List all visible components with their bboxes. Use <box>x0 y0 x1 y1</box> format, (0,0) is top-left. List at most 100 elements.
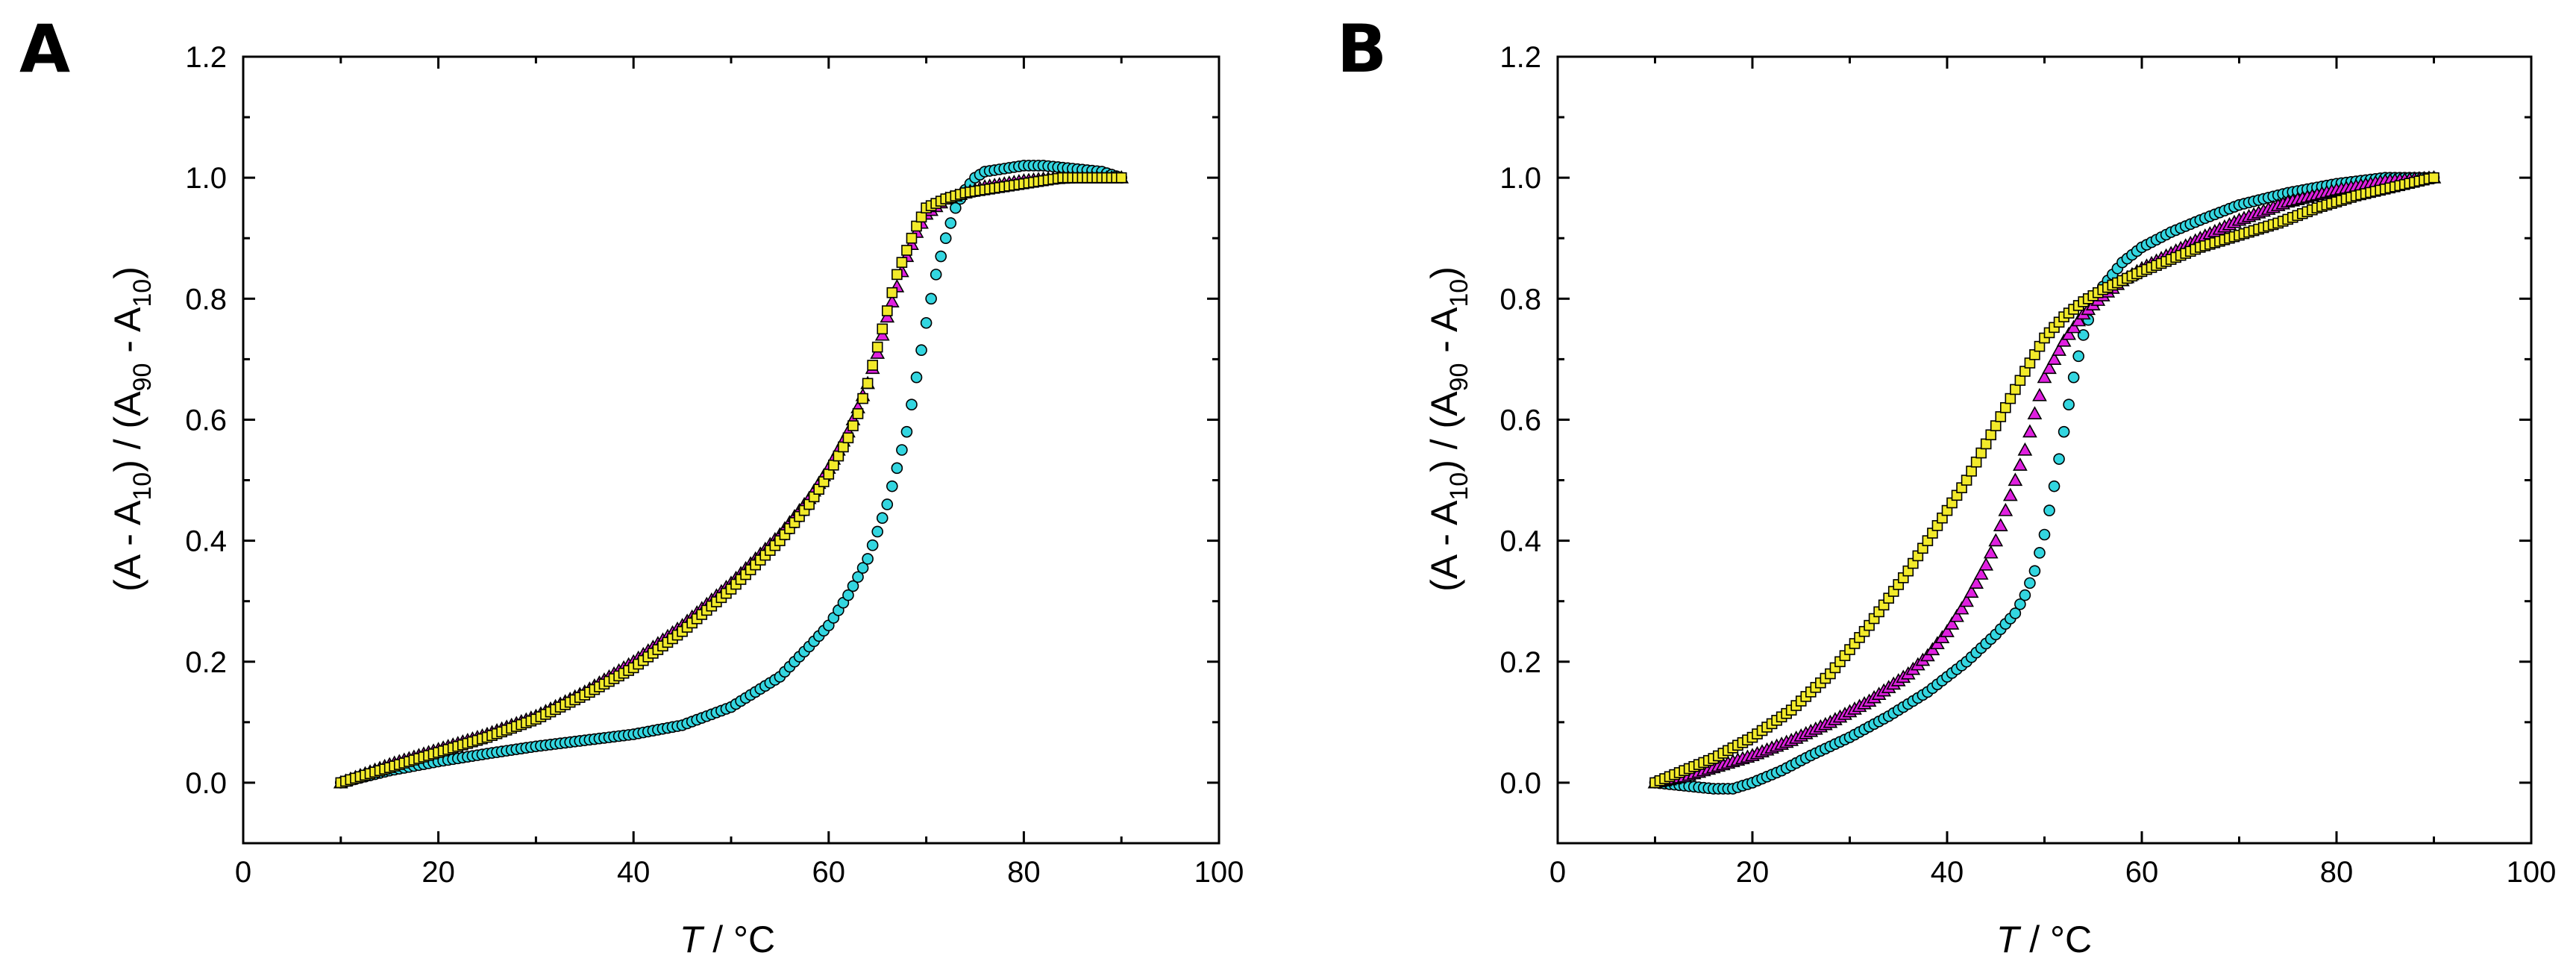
data-point <box>2066 319 2081 334</box>
data-point <box>2034 547 2046 559</box>
data-point <box>886 287 898 298</box>
data-point <box>1115 172 1127 184</box>
x-tick-label: 60 <box>2125 856 2159 889</box>
data-point <box>2067 371 2080 384</box>
data-point <box>881 498 894 510</box>
x-tick-label: 40 <box>617 856 651 889</box>
y-axis-label-a: (A - A10) / (A90 - A10) <box>107 266 157 592</box>
y-tick-label: 0.4 <box>1499 525 1541 558</box>
data-point <box>2043 504 2055 516</box>
data-point <box>862 378 874 390</box>
data-point <box>877 323 889 335</box>
data-point <box>920 316 933 329</box>
data-point <box>867 360 878 371</box>
data-point <box>2005 392 2016 404</box>
data-point <box>1949 608 1964 622</box>
data-point <box>823 469 835 480</box>
panel-letter-a: A <box>19 10 70 87</box>
data-point <box>2053 453 2065 465</box>
data-point <box>886 480 898 492</box>
data-point <box>1966 466 1977 477</box>
data-point <box>896 257 908 268</box>
data-point <box>857 392 868 404</box>
data-point <box>2072 350 2084 363</box>
data-point <box>1973 566 1989 580</box>
data-point <box>2061 326 2076 340</box>
data-point <box>900 425 913 438</box>
x-tick-label: 60 <box>812 856 846 889</box>
y-axis-label-b: (A - A10) / (A90 - A10) <box>1423 266 1473 592</box>
data-point <box>915 344 927 357</box>
y-tick-label: 0.4 <box>185 525 227 558</box>
data-point <box>2077 329 2090 341</box>
data-point <box>2002 487 2018 501</box>
y-tick-label: 0.0 <box>185 767 227 800</box>
y-tick-label: 1.0 <box>1499 162 1541 195</box>
data-point <box>896 444 908 456</box>
data-point <box>876 512 889 525</box>
data-point <box>2063 398 2075 410</box>
data-point <box>2014 375 2026 387</box>
data-point <box>1959 593 1974 607</box>
data-point <box>866 539 879 551</box>
data-point <box>828 459 839 471</box>
data-point <box>838 441 849 453</box>
data-point <box>852 571 864 584</box>
axes-b: 0 20 40 60 80 100 0.0 0.2 0.4 0.6 0.8 1.0 1.2 <box>1499 41 2556 889</box>
data-point <box>1964 584 1979 598</box>
data-point <box>2019 589 2031 601</box>
data-point <box>2000 401 2011 413</box>
x-tick-label: 100 <box>1194 856 1244 889</box>
data-point <box>833 450 844 462</box>
y-tick-label: 1.2 <box>185 41 227 74</box>
data-point <box>1998 502 2014 516</box>
data-point <box>1990 420 2002 431</box>
data-point <box>2071 313 2087 327</box>
data-point <box>1944 616 1960 630</box>
data-point <box>1961 475 1972 486</box>
data-point <box>1969 575 1984 589</box>
data-marks-a <box>333 160 1129 789</box>
data-point <box>1995 411 2007 422</box>
y-tick-label: 1.2 <box>1499 41 1541 74</box>
data-point <box>881 305 893 316</box>
data-point <box>2028 565 2041 577</box>
data-point <box>901 245 912 256</box>
data-point <box>1954 601 1969 615</box>
data-point <box>1940 624 1955 637</box>
data-point <box>906 232 918 244</box>
y-tick-label: 1.0 <box>185 162 227 195</box>
data-point <box>2056 333 2072 347</box>
data-point <box>1993 518 2008 531</box>
x-tick-label: 20 <box>422 856 455 889</box>
data-point <box>871 341 883 353</box>
data-point <box>871 525 883 538</box>
data-point <box>862 553 874 565</box>
x-tick-label: 80 <box>1007 856 1041 889</box>
x-tick-label: 20 <box>1736 856 1770 889</box>
x-axis-label-b: T / °C <box>1996 919 2092 960</box>
data-point <box>852 408 864 419</box>
data-point <box>1980 438 1992 450</box>
panel-b: B (A - A10) / (A90 - A10) T / °C 0 20 40 60… <box>1337 10 2556 960</box>
data-point <box>2058 425 2070 438</box>
data-point <box>847 580 859 592</box>
data-point <box>906 398 918 410</box>
x-tick-label: 80 <box>2320 856 2354 889</box>
data-point <box>891 269 903 281</box>
data-point <box>2042 360 2057 375</box>
data-point <box>2017 442 2033 456</box>
y-tick-label: 0.6 <box>1499 404 1541 437</box>
x-axis-label-a: T / °C <box>680 919 775 960</box>
data-point <box>2009 607 2022 619</box>
y-tick-label: 0.8 <box>185 283 227 316</box>
data-point <box>925 293 937 305</box>
data-point <box>1970 456 1982 468</box>
data-point <box>915 211 927 223</box>
x-tick-label: 100 <box>2507 856 2557 889</box>
data-point <box>2032 387 2047 401</box>
y-tick-label: 0.0 <box>1499 767 1541 800</box>
data-point <box>847 420 859 431</box>
data-point <box>1975 447 1987 459</box>
